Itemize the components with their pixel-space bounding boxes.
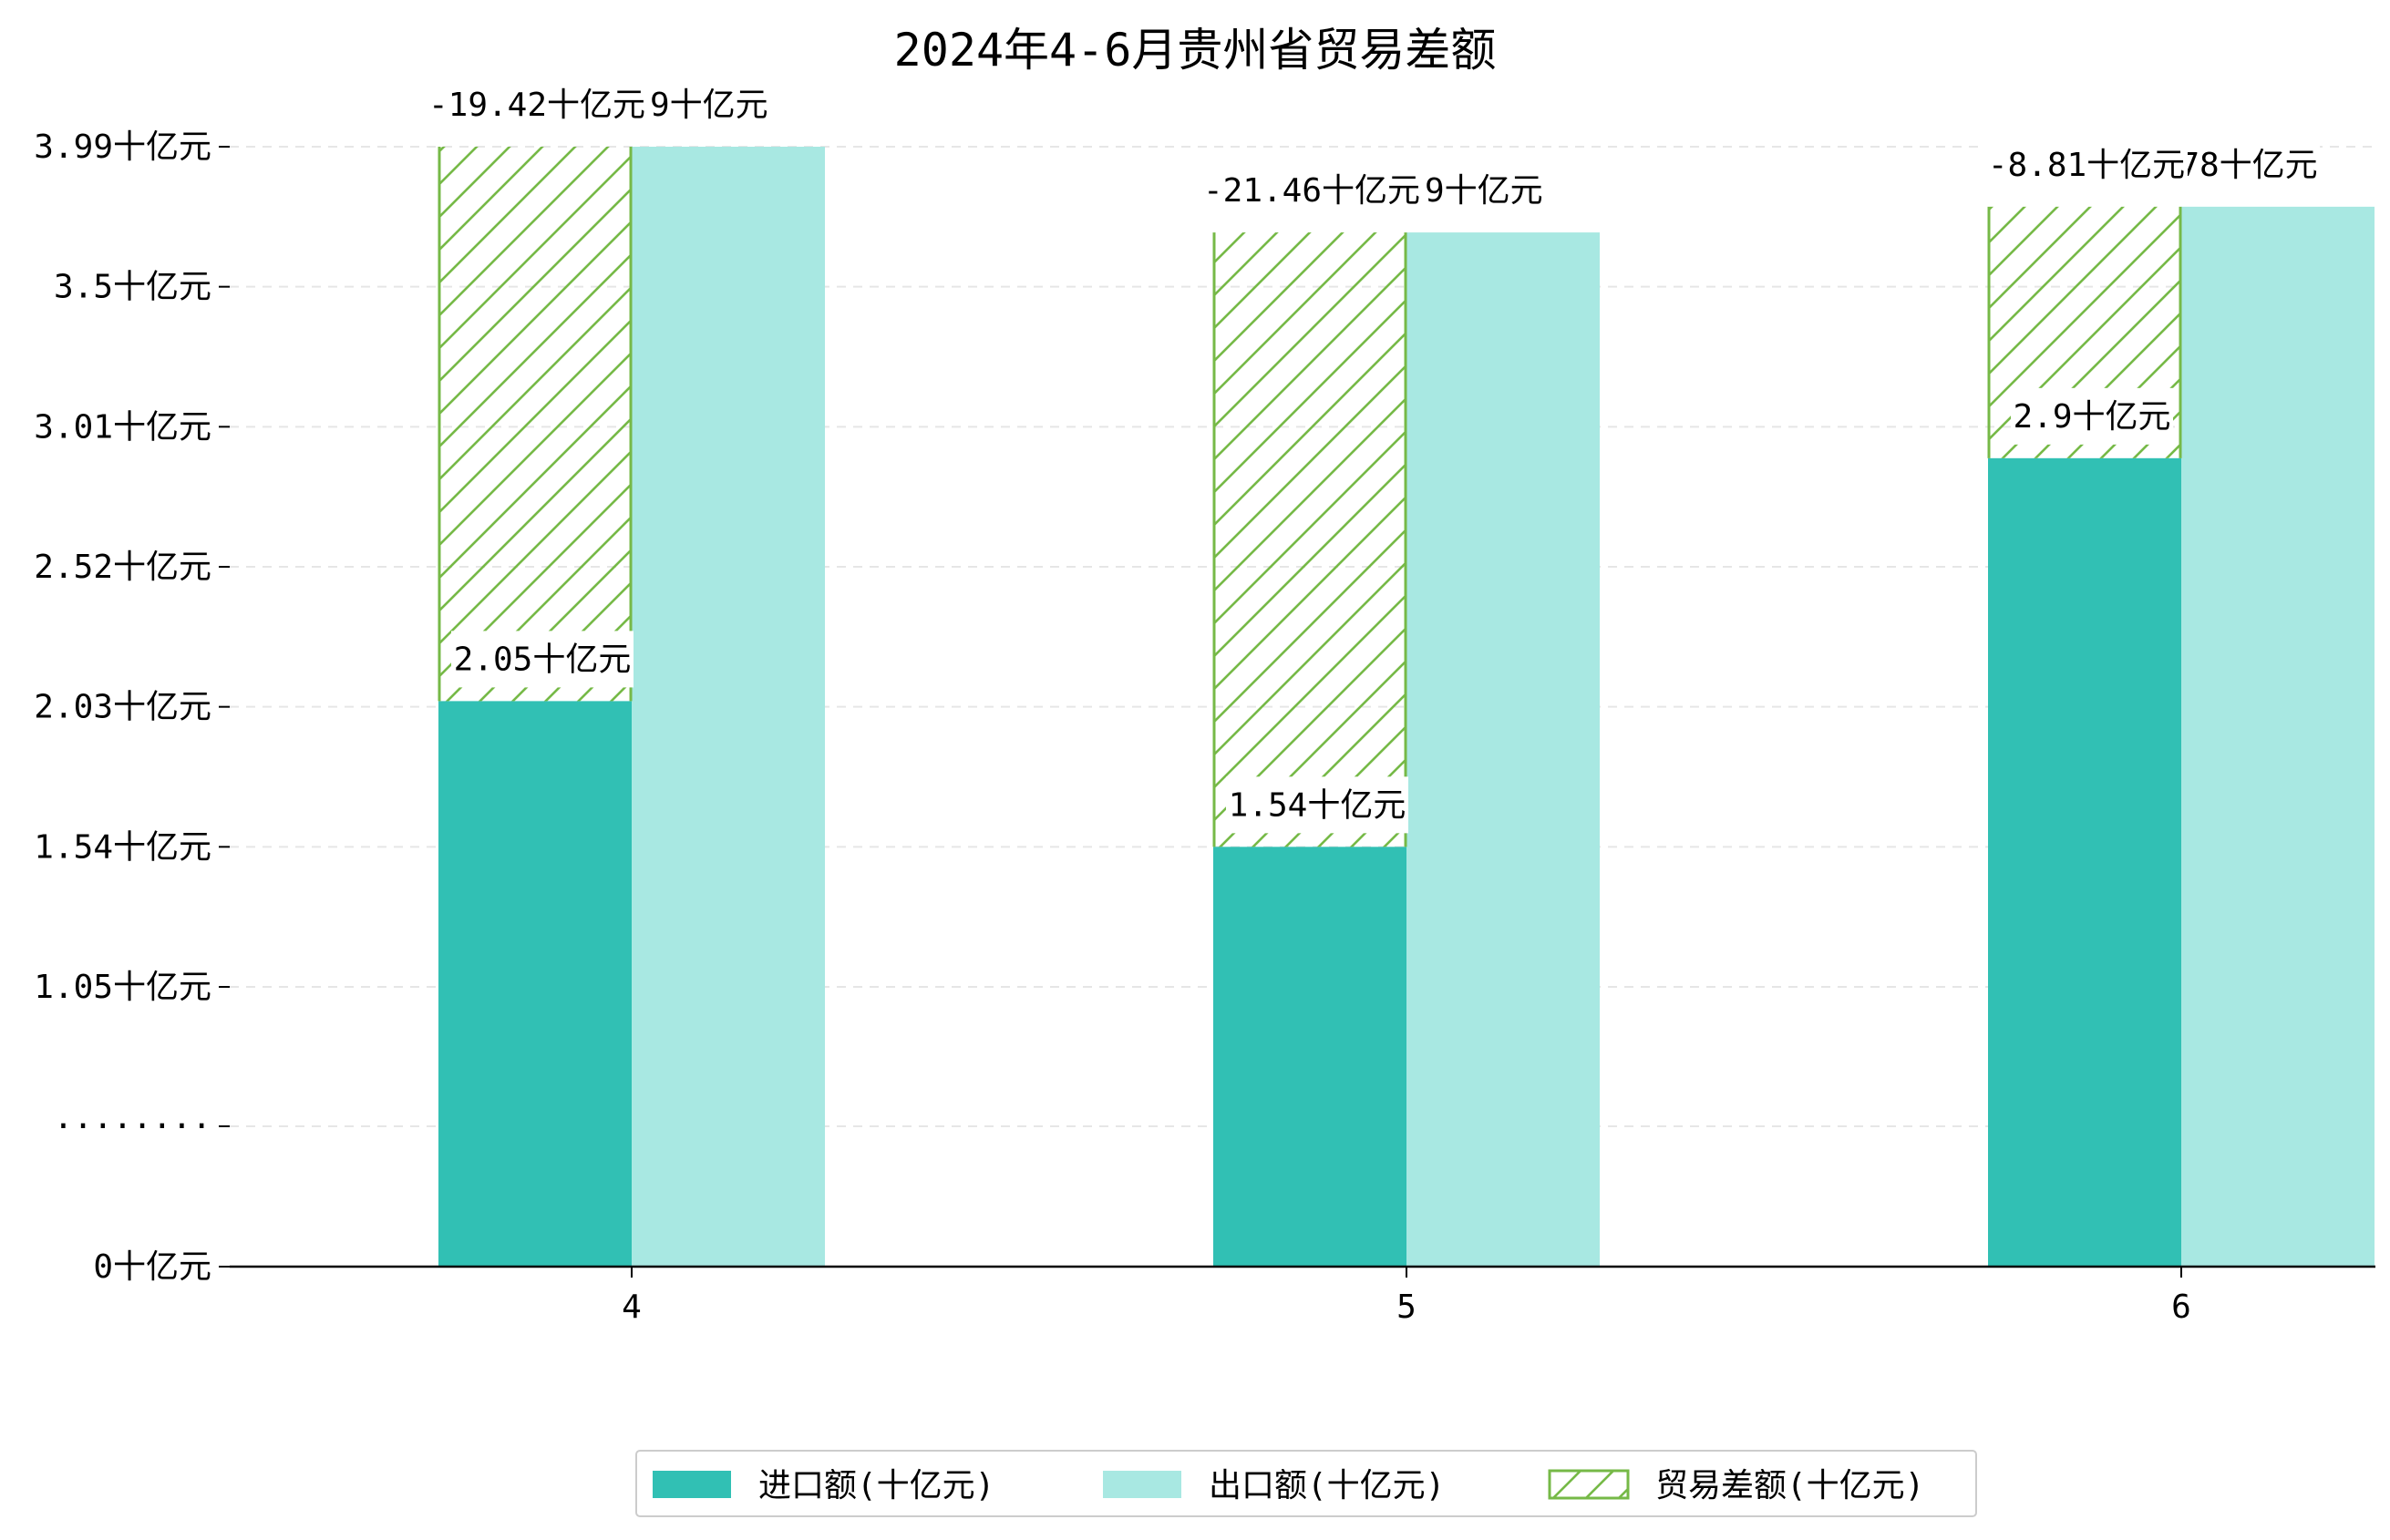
legend-box (635, 1450, 1977, 1517)
balance-value-label: -21.46十亿元 (1203, 172, 1420, 210)
axes: 0十亿元 ········ 1.05十亿元 1.54十亿元 2.03十亿元 2.52十亿元… (34, 128, 2375, 1326)
import-value-label: 2.05十亿元 (454, 641, 632, 678)
legend-label: 贸易差额(十亿元) (1655, 1467, 1924, 1504)
legend-swatch (653, 1471, 731, 1498)
export-bar (1406, 232, 1600, 1267)
export-value-label-bg (1403, 162, 1545, 220)
y-tick-label: 3.5十亿元 (54, 269, 211, 306)
legend-label: 进口额(十亿元) (758, 1467, 994, 1504)
data-labels: 2.05十亿元 99十亿元-19.42十亿元 1.54十亿元 69十亿元-21.46十… (426, 77, 2320, 834)
balance-value-label: -8.81十亿元 (1988, 147, 2185, 184)
balance-bar (1213, 232, 1406, 847)
y-tick-label: ········ (54, 1108, 211, 1145)
export-value-label-bg (2178, 136, 2320, 193)
import-value-label-bg (1226, 776, 1408, 834)
legend-swatch (1103, 1471, 1181, 1498)
balance-value-label-bg (1200, 162, 1423, 220)
legend: 进口额(十亿元) 出口额(十亿元) 贸易差额(十亿元) (635, 1450, 1977, 1517)
legend-swatch (1548, 1469, 1630, 1500)
import-value-label: 1.54十亿元 (1229, 786, 1406, 824)
import-bar (1988, 457, 2181, 1267)
import-value-label-bg (2011, 387, 2173, 445)
export-value-label: 99十亿元 (630, 87, 767, 124)
balance-bar (438, 147, 632, 702)
x-tick-label: 6 (2171, 1288, 2191, 1326)
balance-value-label-bg (1985, 136, 2188, 193)
export-value-label: 69十亿元 (1405, 172, 1542, 210)
export-bar (632, 147, 825, 1267)
y-tick-label: 1.05十亿元 (34, 969, 211, 1006)
y-tick-label: 1.54十亿元 (34, 828, 211, 866)
y-tick-label: 2.52十亿元 (34, 549, 211, 586)
balance-value-label: -19.42十亿元 (428, 87, 645, 124)
x-tick-label: 5 (1396, 1288, 1416, 1326)
bars (438, 147, 2375, 1267)
export-bar (2181, 206, 2375, 1267)
import-bar (438, 701, 632, 1267)
y-tick-label: 2.03十亿元 (34, 689, 211, 726)
balance-value-label-bg (426, 77, 648, 133)
legend-label: 出口额(十亿元) (1209, 1467, 1445, 1504)
y-tick-label: 3.99十亿元 (34, 128, 211, 166)
import-value-label-bg (451, 631, 634, 688)
export-value-label: 78十亿元 (2179, 147, 2317, 184)
chart-title: 2024年4-6月贵州省贸易差额 (894, 24, 1497, 77)
y-tick-label: 0十亿元 (93, 1248, 211, 1286)
y-tick-label: 3.01十亿元 (34, 408, 211, 446)
import-bar (1213, 847, 1406, 1267)
x-tick-label: 4 (622, 1288, 642, 1326)
export-value-label-bg (628, 77, 770, 133)
import-value-label: 2.9十亿元 (2013, 398, 2170, 436)
